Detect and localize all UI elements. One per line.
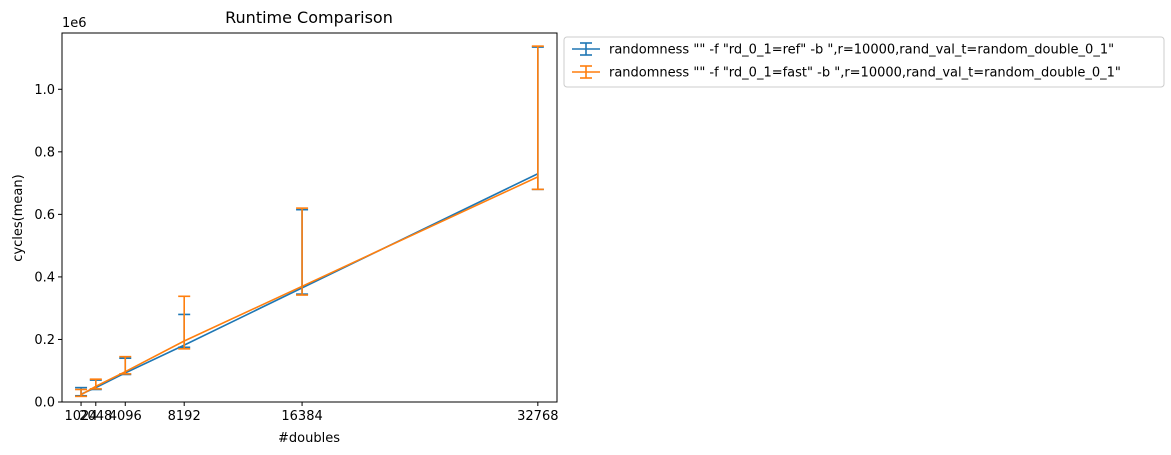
y-offset-label: 1e6 xyxy=(62,16,87,31)
legend: randomness "" -f "rd_0_1=ref" -b ",r=100… xyxy=(563,36,1165,88)
x-axis-label: #doubles xyxy=(278,431,340,446)
y-axis-ticks: 0.0 0.2 0.4 0.6 0.8 1.0 xyxy=(34,83,62,411)
x-tick-label: 16384 xyxy=(281,409,322,424)
x-tick-label: 2048 xyxy=(79,409,112,424)
legend-label: randomness "" -f "rd_0_1=ref" -b ",r=100… xyxy=(609,43,1114,58)
x-tick-label: 32768 xyxy=(517,409,558,424)
x-tick-label: 4096 xyxy=(109,409,142,424)
plot-frame xyxy=(61,32,558,403)
legend-frame xyxy=(563,36,1165,88)
chart-title: Runtime Comparison xyxy=(225,8,393,27)
series-layer xyxy=(75,45,544,398)
legend-label: randomness "" -f "rd_0_1=fast" -b ",r=10… xyxy=(609,66,1121,81)
y-tick-label: 1.0 xyxy=(34,83,55,98)
y-tick-label: 0.8 xyxy=(34,145,55,160)
y-axis-label: cycles(mean) xyxy=(11,174,26,261)
x-tick-label: 8192 xyxy=(168,409,201,424)
y-tick-label: 0.0 xyxy=(34,396,55,411)
x-tick-label: 1024 xyxy=(65,409,98,424)
series-line xyxy=(80,176,539,396)
legend-entry-2: randomness "" -f "rd_0_1=fast" -b ",r=10… xyxy=(572,65,1121,81)
y-tick-label: 0.6 xyxy=(34,208,55,223)
y-tick-label: 0.2 xyxy=(34,333,55,348)
legend-entry-1: randomness "" -f "rd_0_1=ref" -b ",r=100… xyxy=(572,42,1114,58)
y-tick-label: 0.4 xyxy=(34,270,55,285)
series-2 xyxy=(75,45,544,398)
